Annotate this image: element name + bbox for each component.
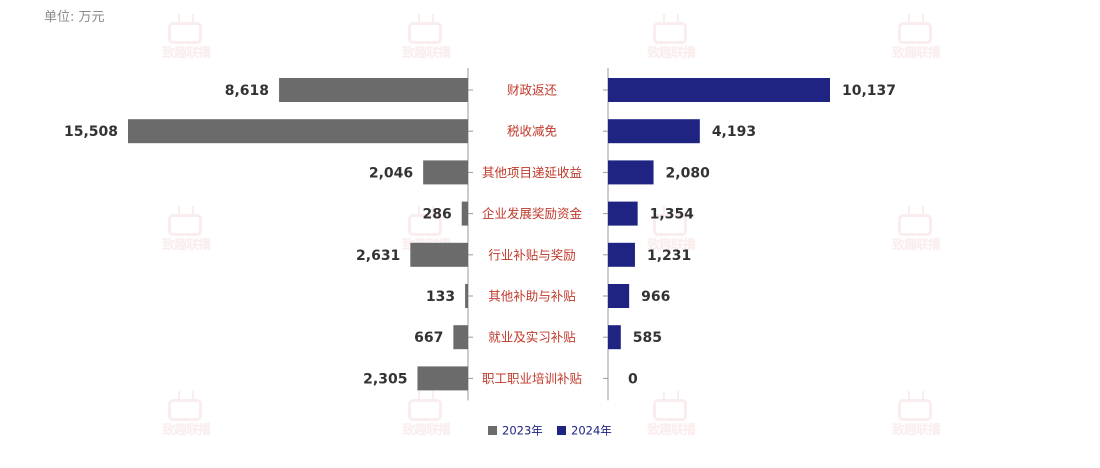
value-label-2023: 2,305: [363, 371, 407, 387]
category-label: 行业补贴与奖励: [488, 247, 576, 262]
bar-2024: [608, 242, 635, 267]
category-label: 税收减免: [507, 124, 557, 139]
bar-2024: [608, 78, 830, 102]
value-label-2023: 2,046: [369, 165, 413, 181]
value-label-2023: 8,618: [225, 83, 269, 99]
value-label-2024: 0: [628, 371, 638, 387]
bar-2024: [608, 201, 638, 226]
value-label-2024: 4,193: [712, 124, 756, 140]
legend-swatch-2024: [557, 426, 566, 435]
bar-2023: [461, 201, 468, 226]
bar-2023: [417, 366, 468, 391]
legend-label-2024: 2024年: [571, 424, 612, 438]
value-label-2024: 1,354: [650, 207, 695, 223]
value-label-2024: 966: [641, 289, 670, 305]
value-label-2023: 133: [426, 289, 455, 305]
value-label-2024: 2,080: [666, 165, 711, 181]
bar-2024: [608, 119, 700, 144]
value-label-2024: 1,231: [647, 248, 691, 264]
value-label-2023: 286: [422, 207, 451, 223]
legend-swatch-2023: [488, 426, 497, 435]
category-label: 其他补助与补贴: [488, 289, 576, 304]
value-label-2023: 667: [414, 330, 443, 346]
category-label: 企业发展奖励资金: [482, 206, 583, 221]
category-label: 其他项目递延收益: [482, 165, 582, 180]
bar-2024: [608, 325, 621, 350]
category-label: 财政返还: [507, 83, 558, 98]
value-label-2023: 2,631: [356, 248, 400, 264]
bar-2023: [465, 284, 468, 308]
bar-2023: [279, 78, 468, 102]
unit-label: 单位: 万元: [44, 10, 105, 25]
category-label: 就业及实习补贴: [488, 330, 576, 345]
bar-2023: [410, 242, 468, 267]
bar-2024: [608, 284, 630, 308]
value-label-2023: 15,508: [64, 124, 118, 140]
value-label-2024: 10,137: [842, 83, 896, 99]
bar-2023: [128, 119, 468, 144]
category-label: 职工职业培训补贴: [482, 371, 582, 386]
bar-2023: [423, 160, 468, 185]
bar-2023: [453, 325, 468, 350]
bar-2024: [608, 160, 654, 185]
legend-label-2023: 2023年: [502, 424, 543, 438]
value-label-2024: 585: [633, 330, 662, 346]
